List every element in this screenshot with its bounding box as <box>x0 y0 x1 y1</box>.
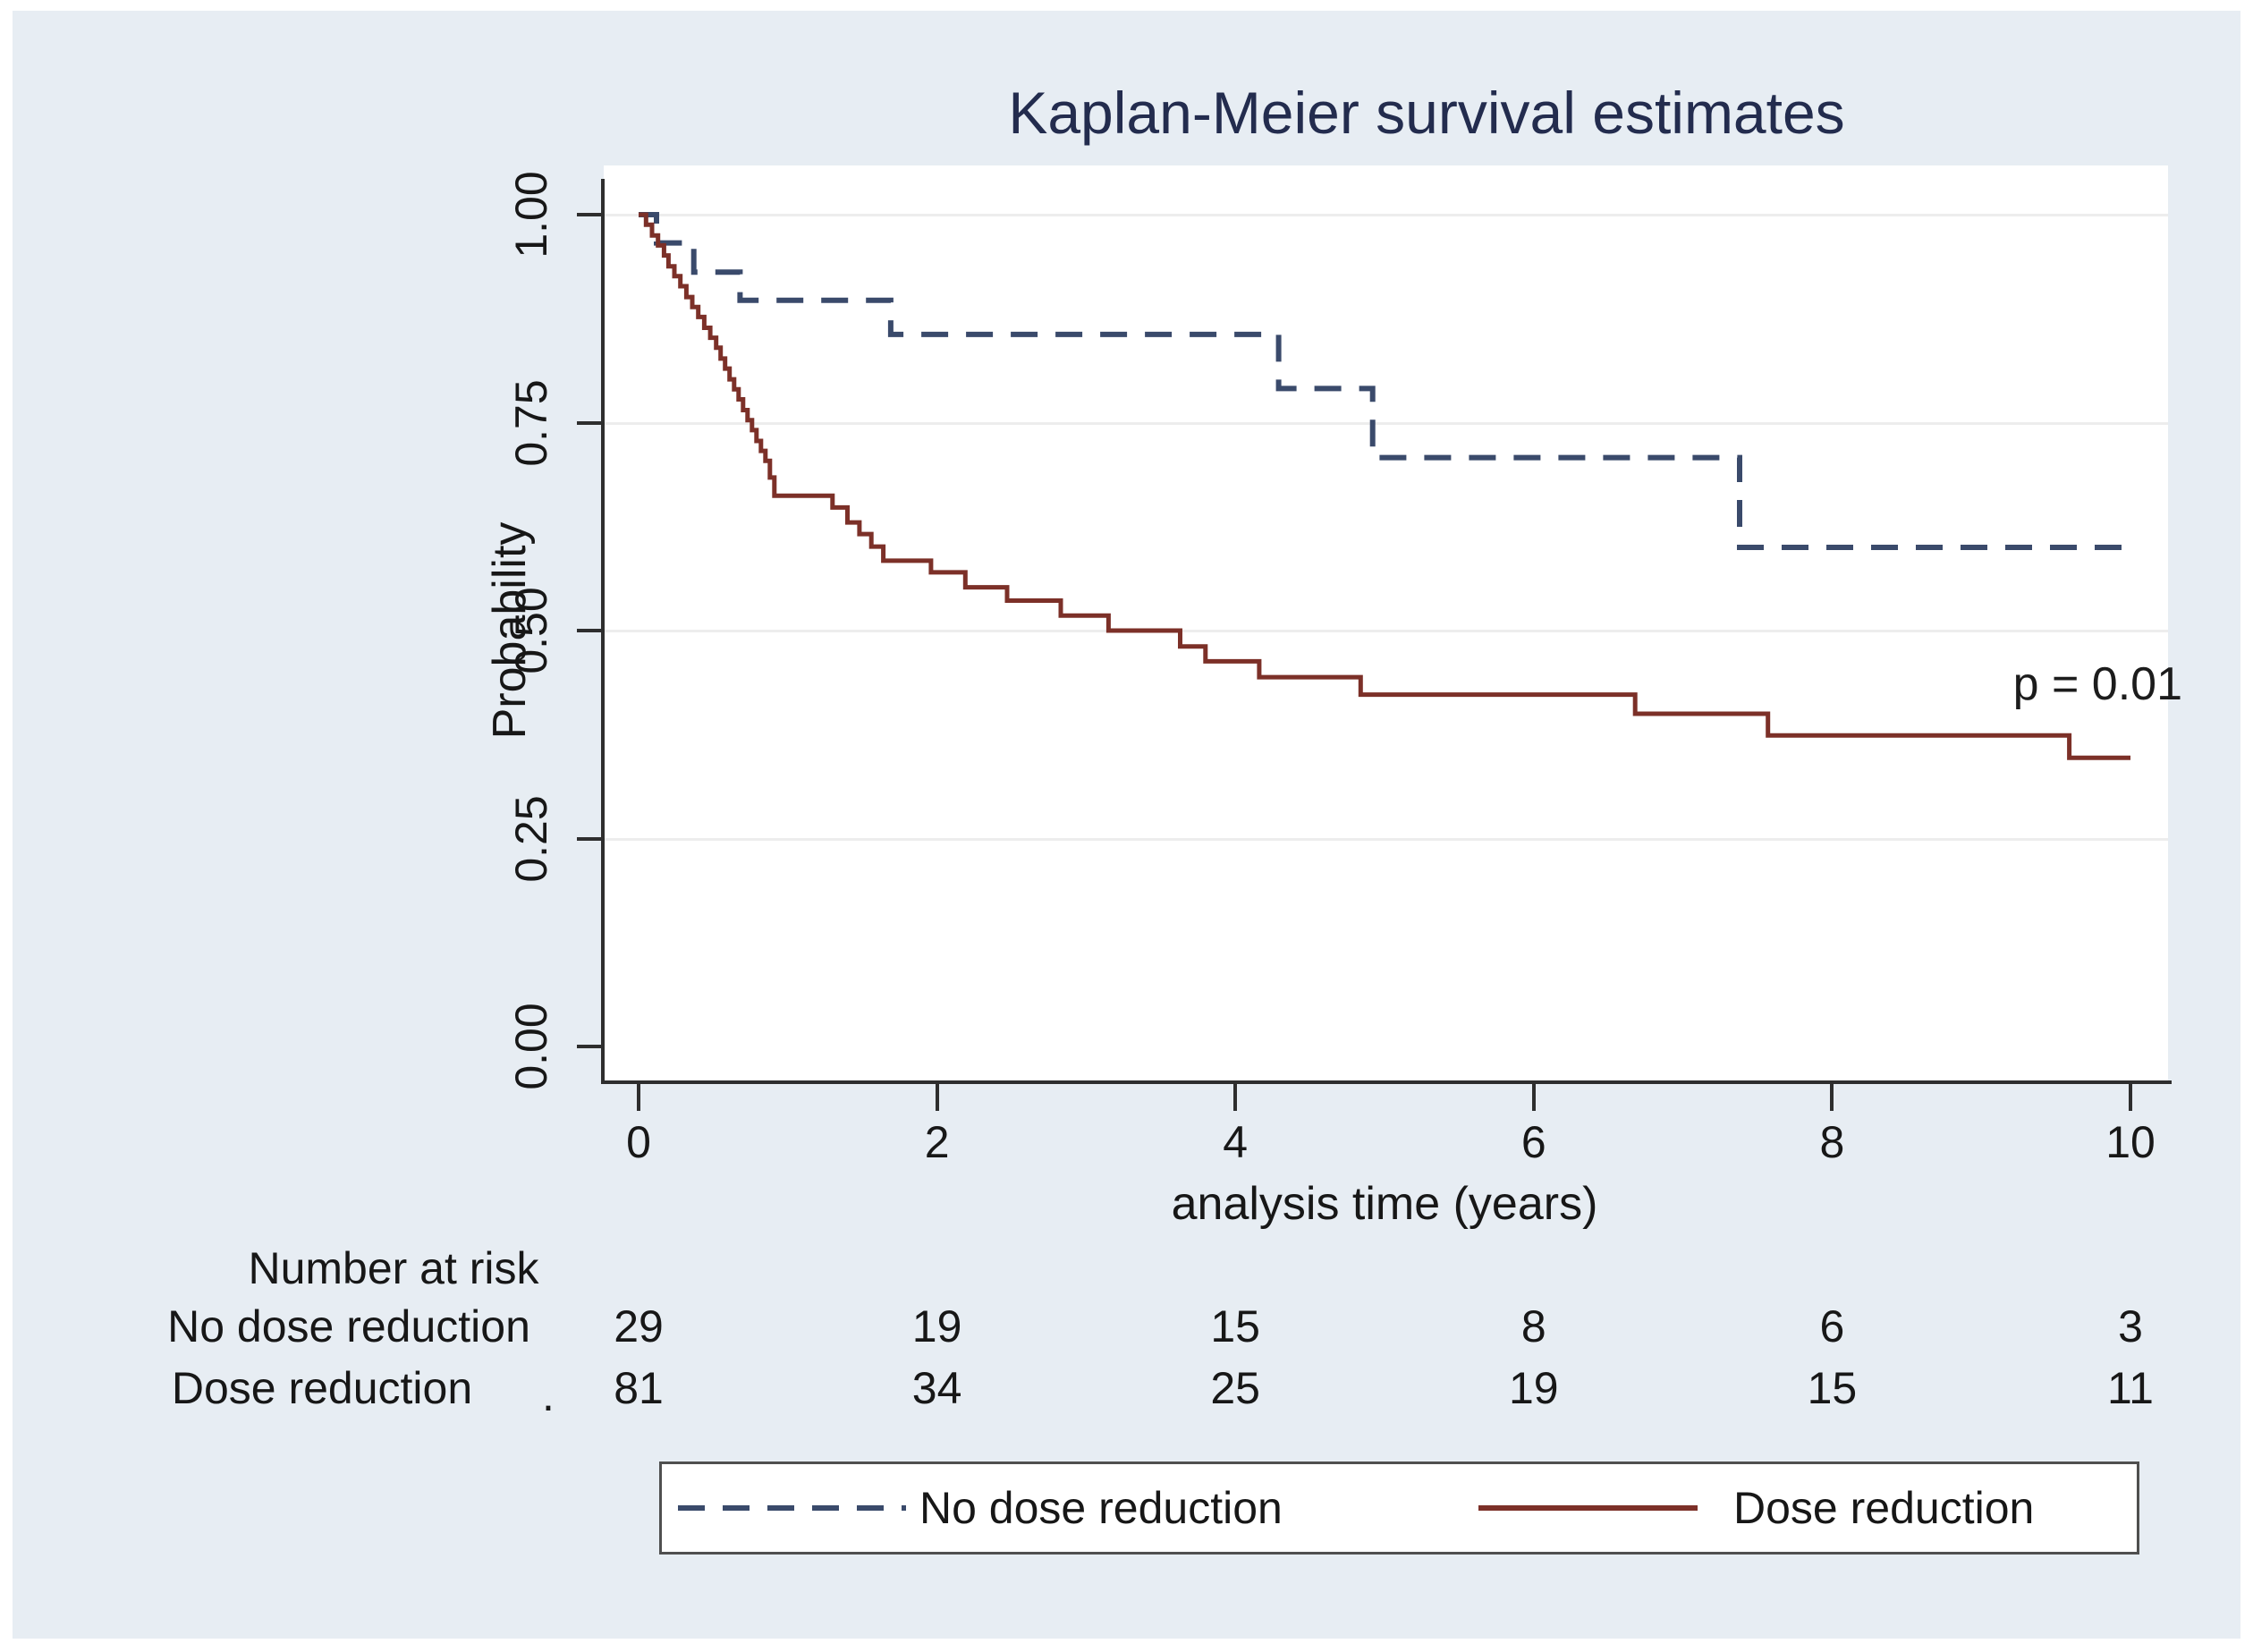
risk-value-row0-t8: 6 <box>1819 1301 1845 1351</box>
x-tick-label-10: 10 <box>2105 1117 2156 1167</box>
no-dose-reduction-curve <box>639 212 2130 550</box>
x-axis-title: analysis time (years) <box>1171 1178 1598 1230</box>
risk-row-label-no-dose-reduction: No dose reduction <box>167 1301 530 1351</box>
x-tick-mark-0 <box>637 1084 640 1111</box>
x-tick-label-2: 2 <box>924 1117 950 1167</box>
legend-label-dose-reduction: Dose reduction <box>1733 1483 2035 1533</box>
y-tick-mark-1.00 <box>577 213 604 216</box>
x-tick-mark-8 <box>1830 1084 1834 1111</box>
risk-row-label-dose-reduction: Dose reduction <box>171 1363 473 1413</box>
risk-value-row1-t10: 11 <box>2107 1363 2154 1413</box>
x-tick-mark-2 <box>935 1084 939 1111</box>
risk-value-row1-t6: 19 <box>1508 1363 1559 1413</box>
risk-value-row0-t0: 29 <box>614 1301 664 1351</box>
no-dose-reduction-legend-line <box>678 1505 906 1511</box>
dose-reduction-legend-line <box>1478 1505 1698 1511</box>
risk-value-row0-t2: 19 <box>911 1301 962 1351</box>
x-tick-mark-10 <box>2129 1084 2132 1111</box>
legend: No dose reduction Dose reduction <box>659 1461 2139 1555</box>
y-tick-mark-0.25 <box>577 836 604 841</box>
risk-value-row0-t4: 15 <box>1210 1301 1260 1351</box>
plot-area <box>604 165 2168 1081</box>
gridline-1.00 <box>604 214 2168 216</box>
x-axis-line <box>601 1080 2172 1084</box>
y-tick-mark-0.75 <box>577 420 604 425</box>
risk-value-row1-t2: 34 <box>911 1363 962 1413</box>
risk-value-row1-t8: 15 <box>1807 1363 1858 1413</box>
gridline-0.75 <box>604 421 2168 425</box>
x-tick-mark-6 <box>1531 1084 1536 1111</box>
chart-title: Kaplan-Meier survival estimates <box>1008 80 1845 146</box>
risk-table-header: Number at risk <box>248 1243 539 1293</box>
risk-value-row1-t0: 81 <box>614 1363 664 1413</box>
risk-value-row0-t10: 3 <box>2118 1301 2143 1351</box>
p-value-annotation: p = 0.01 <box>2012 658 2182 710</box>
x-tick-mark-4 <box>1233 1084 1238 1111</box>
y-tick-mark-0.00 <box>577 1045 604 1048</box>
gridline-0.50 <box>604 630 2168 632</box>
y-tick-mark-0.50 <box>577 629 604 632</box>
x-tick-label-8: 8 <box>1819 1117 1845 1167</box>
risk-value-row1-t4: 25 <box>1210 1363 1260 1413</box>
gridline-0.25 <box>604 837 2168 841</box>
x-tick-label-0: 0 <box>626 1117 651 1167</box>
dose-reduction-curve <box>639 212 2130 760</box>
x-tick-label-6: 6 <box>1520 1117 1546 1167</box>
risk-row-suffix-dot: . <box>542 1370 555 1420</box>
x-tick-label-4: 4 <box>1223 1117 1249 1167</box>
legend-label-no-dose-reduction: No dose reduction <box>919 1483 1283 1533</box>
risk-value-row0-t6: 8 <box>1520 1301 1546 1351</box>
